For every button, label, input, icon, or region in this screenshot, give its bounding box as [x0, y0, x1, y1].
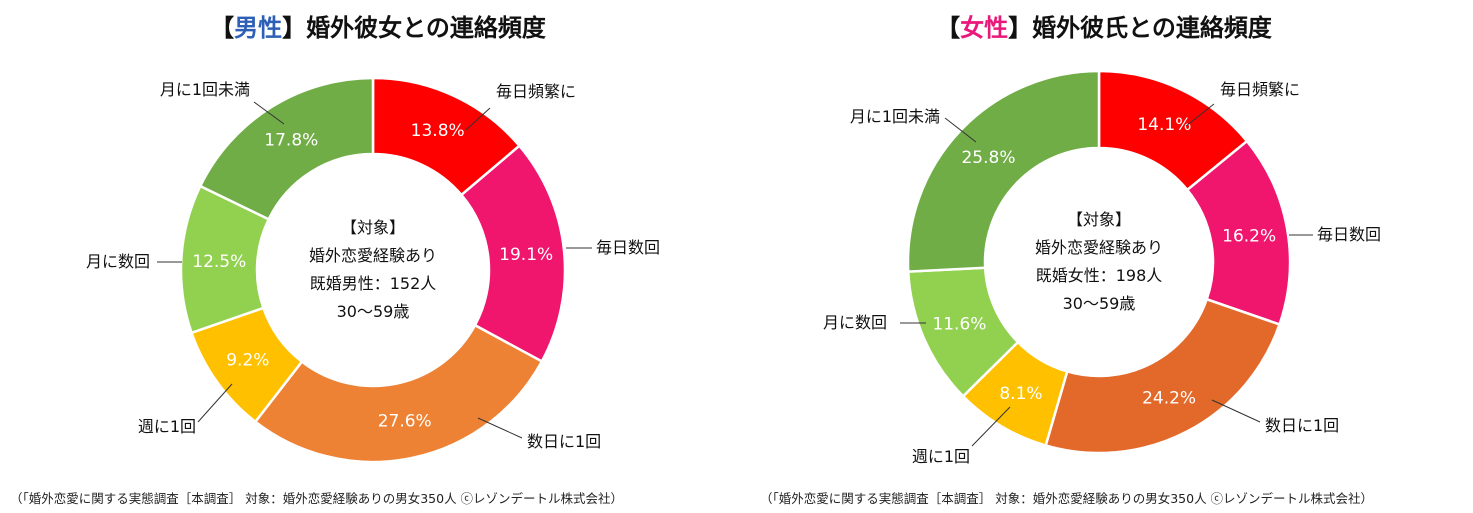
leader-line-female-every-few-days [1211, 399, 1261, 423]
value-label-female-monthly-several: 11.6% [932, 314, 986, 334]
donut-chart-female: 【女性】婚外彼氏との連絡頻度 14.1% 毎日頻繁に 16.2% 毎日数回 24.2% 数日… [823, 14, 1381, 466]
value-label-male-every-few-days: 27.6% [378, 412, 432, 432]
category-label-male-daily-often: 毎日頻繁に [496, 82, 576, 101]
center-text-male-3: 既婚男性：152人 [310, 274, 437, 293]
center-text-male-4: 30～59歳 [337, 302, 410, 321]
value-label-female-weekly: 8.1% [999, 384, 1042, 404]
category-label-female-under-monthly: 月に1回未満 [850, 107, 940, 126]
value-label-female-every-few-days: 24.2% [1142, 388, 1196, 408]
leader-line-male-every-few-days [477, 417, 523, 439]
title-rest-male: 】婚外彼女との連絡頻度 [282, 14, 547, 42]
center-text-male-1: 【対象】 [341, 218, 405, 237]
value-label-female-under-monthly: 25.8% [961, 148, 1015, 168]
center-text-male-2: 婚外恋愛経験あり [309, 246, 437, 265]
center-text-female-1: 【対象】 [1067, 210, 1131, 229]
donut-chart-male: 【男性】婚外彼女との連絡頻度 13.8% 毎日頻繁に 19.1% 毎日数回 27.6% 数日… [86, 14, 660, 464]
slice-female-under-monthly [906, 69, 1101, 273]
title-gender-male: 男性 [234, 14, 282, 42]
category-label-male-every-few-days: 数日に1回 [527, 432, 601, 451]
title-bracket-open-male: 【 [210, 14, 234, 42]
value-label-female-daily-often: 14.1% [1137, 115, 1191, 135]
category-label-male-weekly: 週に1回 [138, 417, 196, 436]
slice-male-every-few-days [253, 323, 544, 464]
center-text-female-2: 婚外恋愛経験あり [1035, 238, 1163, 257]
value-label-male-daily-often: 13.8% [411, 121, 465, 141]
category-label-female-daily-often: 毎日頻繁に [1220, 80, 1300, 99]
center-text-female-4: 30～59歳 [1063, 294, 1136, 313]
value-label-male-monthly-several: 12.5% [192, 252, 246, 272]
source-note-female: （「婚外恋愛に関する実態調査［本調査］ 対象：婚外恋愛経験ありの男女350人 ⓒ… [760, 491, 1374, 506]
value-label-male-weekly: 9.2% [226, 351, 269, 371]
title-gender-female: 女性 [960, 14, 1008, 42]
category-label-male-daily-several: 毎日数回 [596, 238, 660, 257]
leader-line-male-daily-often [465, 107, 491, 131]
chart-title-male: 【男性】婚外彼女との連絡頻度 [210, 14, 547, 42]
slice-male-under-monthly [198, 76, 375, 221]
leader-line-male-weekly [197, 383, 233, 423]
value-label-male-under-monthly: 17.8% [264, 130, 318, 150]
leader-line-female-under-monthly [944, 117, 977, 143]
title-bracket-open-female: 【 [936, 14, 960, 42]
center-text-female-3: 既婚女性：198人 [1036, 266, 1163, 285]
value-label-female-daily-several: 16.2% [1222, 226, 1276, 246]
category-label-male-monthly-several: 月に数回 [86, 252, 150, 271]
category-label-female-daily-several: 毎日数回 [1317, 225, 1381, 244]
category-label-female-monthly-several: 月に数回 [823, 313, 887, 332]
chart-title-female: 【女性】婚外彼氏との連絡頻度 [936, 14, 1273, 42]
leader-line-female-weekly [971, 406, 1011, 447]
title-rest-female: 】婚外彼氏との連絡頻度 [1008, 14, 1273, 42]
source-note-male: （「婚外恋愛に関する実態調査［本調査］ 対象：婚外恋愛経験ありの男女350人 ⓒ… [10, 491, 624, 506]
leader-line-female-daily-often [1185, 103, 1215, 127]
category-label-female-weekly: 週に1回 [912, 447, 970, 466]
value-label-male-daily-several: 19.1% [499, 245, 553, 265]
leader-line-male-under-monthly [253, 101, 285, 125]
slice-female-every-few-days [1044, 297, 1282, 455]
category-label-male-under-monthly: 月に1回未満 [160, 80, 250, 99]
category-label-female-every-few-days: 数日に1回 [1265, 416, 1339, 435]
